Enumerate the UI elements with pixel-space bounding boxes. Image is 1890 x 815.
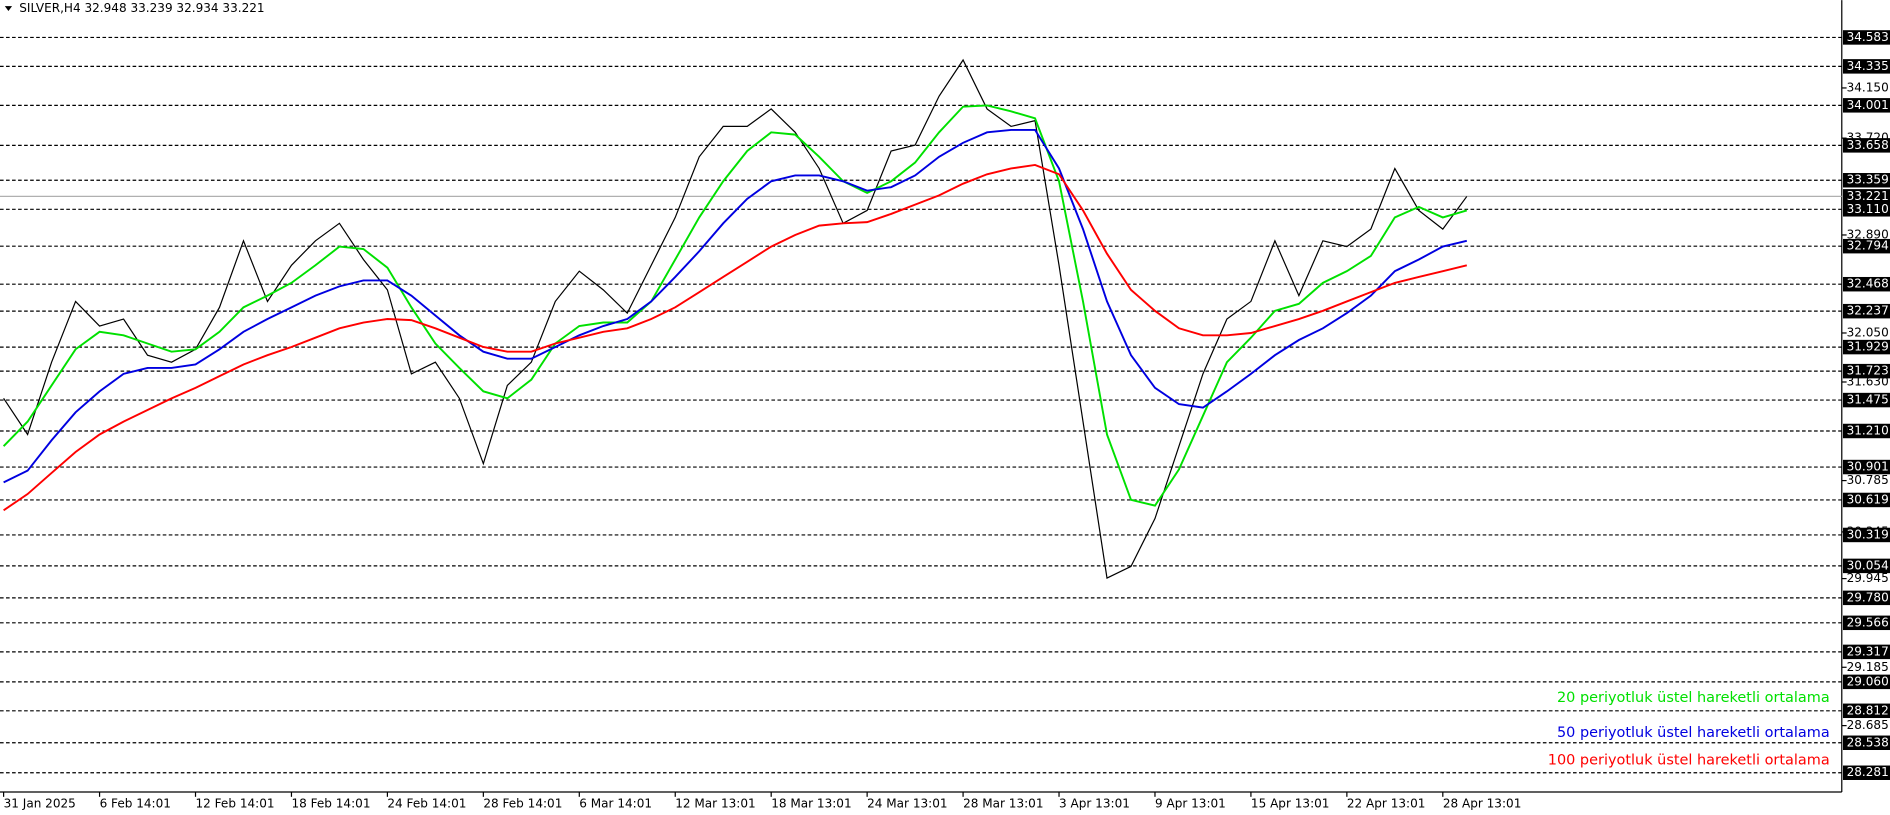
y-tick-label: 28.685 [1847, 718, 1889, 732]
y-tick-label: 30.785 [1847, 473, 1889, 487]
level-label: 31.929 [1847, 340, 1889, 354]
x-tick-label: 28 Feb 14:01 [483, 797, 562, 811]
x-tick-label: 24 Feb 14:01 [387, 797, 466, 811]
level-label: 29.780 [1847, 590, 1889, 604]
level-label: 33.359 [1847, 173, 1889, 187]
level-label-box [1842, 138, 1890, 153]
level-label: 28.538 [1847, 735, 1889, 749]
level-label: 30.619 [1847, 492, 1889, 506]
x-tick-label: 3 Apr 13:01 [1059, 797, 1130, 811]
x-tick-label: 6 Mar 14:01 [579, 797, 652, 811]
level-label-box [1842, 674, 1890, 690]
level-label: 28.281 [1847, 765, 1889, 779]
ema-line [3, 128, 1468, 484]
legend-entry: 100 periyotluk üstel hareketli ortalama [1548, 753, 1830, 769]
level-label-box [1842, 30, 1890, 45]
level-label-box [1842, 590, 1890, 606]
level-label-box [1842, 238, 1890, 254]
level-label-box [1842, 202, 1890, 217]
x-tick-label: 24 Mar 13:01 [867, 797, 947, 811]
legend-entry: 20 periyotluk üstel hareketli ortalama [1557, 690, 1830, 706]
y-tick-label: 34.150 [1847, 80, 1889, 94]
level-label: 32.237 [1847, 304, 1889, 318]
level-label: 34.335 [1847, 59, 1889, 73]
price-line [3, 58, 1468, 579]
x-tick-label: 15 Apr 13:01 [1251, 797, 1330, 811]
level-label-box [1842, 189, 1890, 204]
y-tick-label: 29.945 [1847, 571, 1889, 585]
level-label-box [1842, 363, 1890, 379]
level-label: 28.812 [1847, 703, 1889, 717]
level-label-box [1842, 459, 1890, 475]
ema-line [2, 104, 1468, 507]
level-label-box [1842, 735, 1890, 751]
level-label-box [1842, 558, 1890, 574]
chart-header: SILVER,H4 32.948 33.239 32.934 33.221 [19, 1, 264, 15]
level-label: 30.901 [1847, 460, 1889, 474]
y-tick-label: 32.050 [1847, 325, 1889, 339]
level-label: 31.723 [1847, 364, 1889, 378]
level-label: 31.475 [1847, 393, 1889, 407]
x-tick-label: 18 Feb 14:01 [291, 797, 370, 811]
level-label: 32.794 [1847, 239, 1889, 253]
level-label: 30.319 [1847, 527, 1889, 541]
level-label: 34.583 [1847, 30, 1889, 44]
y-tick-label: 32.890 [1847, 227, 1889, 241]
level-label-box [1842, 492, 1890, 508]
level-label-box [1842, 527, 1890, 543]
level-label: 30.054 [1847, 558, 1889, 572]
menu-arrow[interactable] [4, 6, 13, 11]
level-label-box [1842, 392, 1890, 408]
x-tick-label: 28 Apr 13:01 [1443, 797, 1522, 811]
level-label-box [1842, 98, 1890, 113]
level-label: 29.060 [1847, 674, 1889, 688]
level-label-box [1842, 59, 1890, 74]
level-label-box [1842, 423, 1890, 439]
level-label-box [1842, 615, 1890, 631]
level-label: 33.110 [1847, 202, 1889, 216]
y-tick-label: 29.185 [1847, 660, 1889, 674]
level-label-box [1842, 765, 1890, 780]
x-tick-label: 9 Apr 13:01 [1155, 797, 1226, 811]
x-tick-label: 31 Jan 2025 [4, 797, 76, 811]
level-label: 31.210 [1847, 423, 1889, 437]
level-label-box [1842, 276, 1890, 292]
x-tick-label: 18 Mar 13:01 [771, 797, 851, 811]
level-label-box [1842, 339, 1890, 355]
level-label: 29.317 [1847, 644, 1889, 658]
level-label-box [1842, 173, 1890, 188]
x-tick-label: 12 Feb 14:01 [196, 797, 275, 811]
level-label-box [1842, 303, 1890, 319]
x-tick-label: 6 Feb 14:01 [100, 797, 171, 811]
ema-line [3, 163, 1468, 512]
level-label-box [1842, 644, 1890, 660]
level-label: 33.221 [1847, 189, 1889, 203]
x-tick-label: 28 Mar 13:01 [963, 797, 1043, 811]
legend-entry: 50 periyotluk üstel hareketli ortalama [1557, 725, 1830, 741]
level-label: 32.468 [1847, 277, 1889, 291]
level-label: 33.658 [1847, 138, 1889, 152]
x-tick-label: 12 Mar 13:01 [675, 797, 755, 811]
level-label-box [1842, 703, 1890, 719]
level-label: 34.001 [1847, 98, 1889, 112]
x-tick-label: 22 Apr 13:01 [1347, 797, 1426, 811]
level-label: 29.566 [1847, 615, 1889, 629]
